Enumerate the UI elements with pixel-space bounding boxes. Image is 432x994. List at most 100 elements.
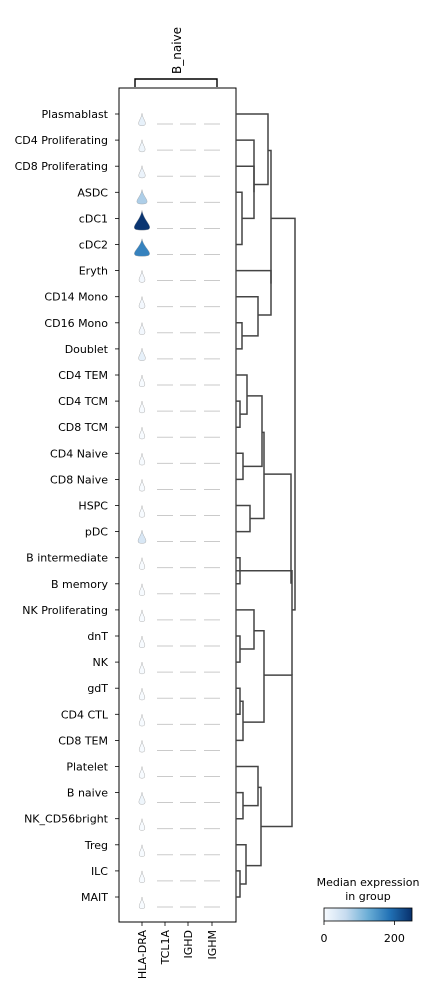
dendrogram-branch [236, 374, 248, 415]
row-label: B intermediate [26, 552, 108, 565]
violin [139, 427, 145, 440]
row-label: CD14 Mono [44, 291, 108, 304]
row-label: cDC1 [79, 212, 108, 225]
plot-frame [118, 87, 237, 923]
dendrogram-branch [236, 609, 255, 650]
violin [139, 662, 145, 675]
row-label: NK Proliferating [22, 604, 108, 617]
colorbar-ticks: 0 200 [321, 921, 405, 945]
dendrogram-branch [261, 674, 293, 828]
row-label: NK_CD56bright [24, 813, 109, 826]
row-label: CD8 TEM [58, 734, 108, 747]
violin [139, 609, 145, 622]
column-labels: HLA-DRA TCL1A IGHD IGHM [136, 922, 219, 979]
row-label: Treg [84, 839, 108, 852]
dendrogram-branch [243, 630, 265, 723]
violins [134, 113, 220, 909]
colorbar-tick-label: 200 [384, 932, 405, 945]
row-label: ASDC [77, 186, 108, 199]
column-label: IGHD [182, 930, 195, 959]
row-label: B naive [67, 787, 108, 800]
violin [139, 401, 145, 414]
violin [138, 165, 146, 179]
violin [136, 189, 148, 205]
dendrogram-branch [243, 395, 263, 468]
violin [139, 583, 145, 596]
violin [139, 818, 145, 831]
violin [138, 296, 146, 309]
row-label: dnT [87, 630, 108, 643]
violin [139, 505, 145, 518]
colorbar-title-line1: Median expression [317, 876, 420, 889]
dendrogram-branch [236, 322, 243, 350]
row-label: MAIT [81, 891, 108, 904]
row-label: CD8 Proliferating [15, 160, 108, 173]
violin [139, 844, 145, 857]
row-label: HSPC [78, 500, 108, 513]
dendrogram-branch [236, 635, 241, 663]
row-label: CD4 Proliferating [15, 134, 108, 147]
dendrogram [236, 113, 296, 898]
row-label: Platelet [66, 761, 108, 774]
violin [138, 322, 146, 335]
row-label: CD4 TCM [58, 395, 108, 408]
dendrogram-branch [236, 687, 241, 716]
violin [138, 139, 146, 153]
dendrogram-branch [236, 191, 243, 246]
group-label: B_naive [170, 27, 184, 74]
violin [139, 714, 145, 727]
row-label: CD4 CTL [61, 708, 109, 721]
dendrogram-branch [250, 431, 265, 520]
row-label: gdT [87, 682, 108, 695]
violin [139, 557, 145, 570]
colorbar [323, 907, 413, 922]
row-label: ILC [91, 865, 108, 878]
dendrogram-branch [268, 149, 272, 284]
row-label: CD4 Naive [50, 447, 108, 460]
violin [137, 530, 147, 544]
row-label: CD16 Mono [44, 317, 108, 330]
violin [138, 270, 146, 283]
row-label: CD8 TCM [58, 421, 108, 434]
dendrogram-branch [236, 765, 259, 807]
dendrogram-branch [236, 791, 244, 820]
dendrogram-branch [236, 844, 247, 885]
dendrogram-branch [236, 269, 272, 316]
violin [139, 766, 145, 779]
column-label: IGHM [206, 930, 219, 960]
dendrogram-branch [236, 870, 241, 898]
row-label: Plasmablast [42, 108, 109, 121]
dendrogram-branch [236, 113, 269, 186]
colorbar-tick-label: 0 [321, 932, 328, 945]
row-label: B memory [51, 578, 108, 591]
dendrogram-branch [236, 452, 244, 481]
column-label: TCL1A [159, 930, 172, 966]
violin [139, 479, 145, 492]
dendrogram-branch [236, 295, 259, 337]
violin [139, 896, 145, 909]
dendrogram-branch [271, 217, 296, 611]
violin [134, 238, 150, 257]
violin [139, 740, 145, 753]
row-label: Eryth [79, 265, 108, 278]
dendrogram-branch [236, 570, 293, 676]
violin [139, 688, 145, 701]
dendrogram-branch [264, 473, 292, 584]
dendrogram-branch [236, 139, 255, 193]
violin [138, 113, 146, 126]
violin [138, 792, 146, 805]
violin [139, 453, 145, 466]
violin [139, 635, 145, 648]
row-label: CD4 TEM [58, 369, 108, 382]
row-label: cDC2 [79, 239, 108, 252]
violin [138, 348, 146, 361]
violin [134, 210, 150, 231]
violin [139, 374, 145, 387]
violin [139, 870, 145, 883]
row-labels: Plasmablast CD4 Proliferating CD8 Prolifer… [15, 108, 119, 904]
group-bracket [134, 78, 218, 87]
row-label: pDC [85, 526, 108, 539]
row-label: CD8 Naive [50, 473, 108, 486]
dendrogram-branch [236, 700, 244, 742]
